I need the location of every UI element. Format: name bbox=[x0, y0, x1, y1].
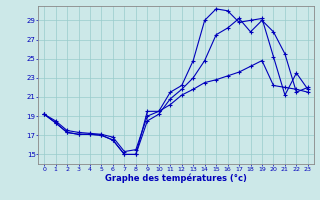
X-axis label: Graphe des températures (°c): Graphe des températures (°c) bbox=[105, 173, 247, 183]
